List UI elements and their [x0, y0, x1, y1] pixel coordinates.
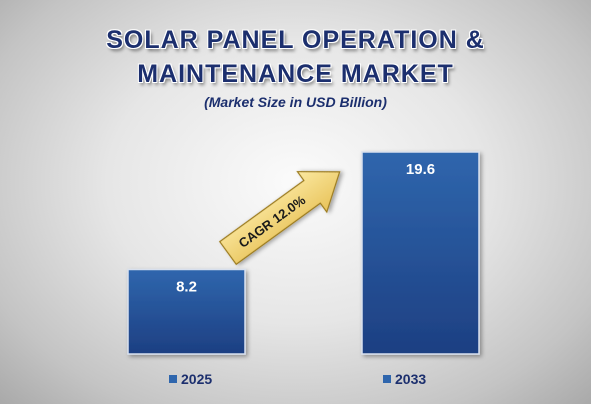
data-label-2025: 8.2	[176, 278, 197, 295]
legend-label-2025: 2025	[181, 371, 212, 387]
bar-2025	[127, 268, 246, 355]
cagr-arrow: CAGR 12.0%	[218, 171, 341, 266]
legend-label-2033: 2033	[395, 371, 426, 387]
bar-2033	[361, 151, 480, 355]
chart-title-line-2: MAINTENANCE MARKET	[137, 60, 454, 88]
chart-subtitle: (Market Size in USD Billion)	[204, 94, 387, 110]
legend-swatch-2033	[383, 375, 391, 383]
chart-title-line-1: SOLAR PANEL OPERATION &	[106, 26, 485, 54]
legend-swatch-2025	[169, 375, 177, 383]
data-label-2033: 19.6	[406, 161, 435, 178]
